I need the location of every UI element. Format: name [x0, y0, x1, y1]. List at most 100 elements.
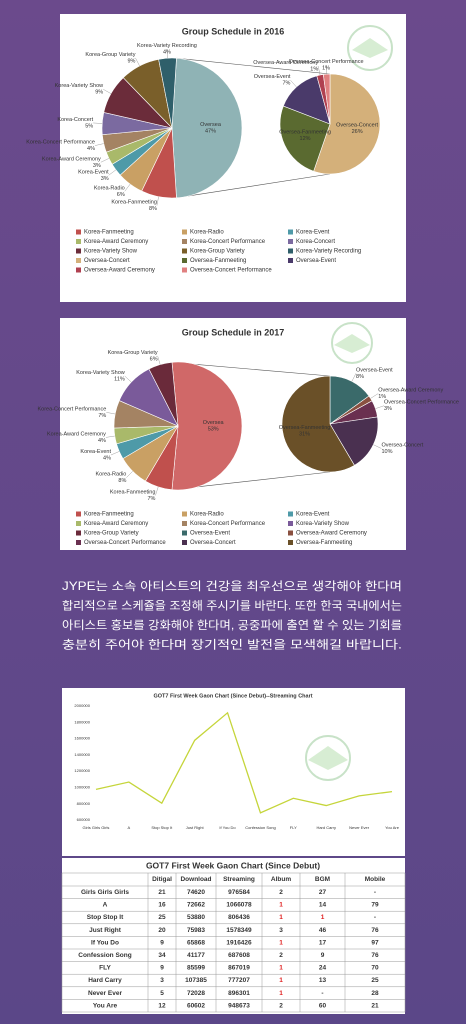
leader-line: [124, 375, 132, 383]
legend-swatch: [288, 530, 293, 536]
legend-swatch: [182, 511, 187, 517]
data-label: Oversea-Award Ceremony 1%: [253, 61, 318, 74]
x-tick-label: Hard Carry: [316, 825, 336, 830]
table-cell: 777207: [228, 977, 250, 984]
row-header: FLY: [99, 965, 111, 972]
label-value: 1%: [378, 395, 386, 401]
logo: [347, 25, 393, 71]
legend-swatch: [76, 229, 81, 235]
legend-swatch: [76, 521, 81, 526]
table-cell: 1: [279, 965, 283, 972]
data-label: Oversea-Fanmeeting 12%: [279, 130, 331, 143]
legend-label: Korea-Group Variety: [84, 531, 139, 537]
label-name: Oversea: [200, 122, 222, 128]
legend-label: Korea-Fanmeeting: [84, 230, 134, 236]
table-cell: 896301: [228, 990, 250, 997]
label-value: 4%: [103, 456, 111, 462]
table-card: [62, 858, 405, 1014]
pie-slice: [322, 73, 331, 125]
column-header: Album: [271, 876, 291, 883]
legend-label: Korea-Fanmeeting: [84, 512, 134, 518]
legend-label: Oversea-Award Ceremony: [296, 531, 367, 537]
table-cell: 72028: [187, 990, 205, 997]
data-label: Oversea-Fanmeeting 31%: [279, 425, 331, 438]
data-label: Oversea 53%: [203, 420, 225, 433]
legend-label: Oversea-Fanmeeting: [296, 540, 352, 546]
column-header: BGM: [315, 876, 330, 883]
leader-line: [166, 49, 168, 59]
table-cell: 24: [319, 965, 327, 972]
data-label: Korea-Group Variety 9%: [85, 52, 135, 65]
column-header: Download: [180, 876, 211, 883]
table-cell: 85599: [187, 965, 205, 972]
label-value: 9%: [95, 90, 103, 96]
label-name: Korea-Concert Performance: [26, 140, 95, 146]
leader-line: [351, 373, 357, 382]
y-tick-label: 1200000: [74, 768, 90, 773]
data-label: Oversea-Concert 26%: [336, 123, 378, 136]
data-label: Korea-Fanmeeting 7%: [110, 490, 156, 503]
y-tick-label: 1000000: [74, 784, 90, 789]
pie-slice: [329, 416, 379, 466]
label-name: Oversea-Event: [356, 368, 393, 374]
table-cell: 14: [319, 902, 327, 909]
label-value: 8%: [118, 479, 126, 485]
legend-swatch: [288, 540, 293, 545]
legend-swatch: [182, 239, 187, 244]
label-name: Korea-Concert Performance: [38, 407, 107, 413]
legend-swatch: [288, 239, 293, 244]
paragraph-line: 합리적으로 스케쥴을 조정해 주시기를 바란다. 또한 한국 국내에서는: [62, 600, 402, 613]
leader-line: [100, 158, 110, 163]
table-cell: 2: [279, 889, 283, 896]
legend-label: Oversea-Event: [190, 531, 230, 537]
legend-label: Korea-Award Ceremony: [84, 521, 148, 527]
x-tick-label: Stop Stop It: [151, 825, 173, 830]
label-value: 12%: [300, 137, 311, 143]
legend-swatch: [76, 540, 81, 545]
legend-swatch: [182, 521, 187, 526]
label-name: Korea-Radio: [94, 186, 125, 192]
label-value: 1%: [310, 67, 318, 73]
paragraph-line: JYPE는 소속 아티스트의 건강을 최우선으로 생각해야 한다며: [62, 580, 402, 593]
data-label: Korea-Concert Performance 4%: [26, 140, 95, 153]
table-cell: 65868: [187, 939, 205, 946]
row-header: A: [103, 902, 108, 909]
label-value: 3%: [384, 407, 392, 413]
legend-swatch: [182, 530, 187, 536]
data-label: Korea-Radio 8%: [95, 472, 126, 485]
legend-label: Korea-Award Ceremony: [84, 239, 148, 245]
data-label: Korea-Variety Show 11%: [76, 370, 125, 383]
pie-slice: [281, 375, 355, 473]
row-header: Just Right: [89, 927, 122, 934]
label-name: Oversea-Award Ceremony: [253, 61, 318, 67]
data-label: Korea-Group Variety 6%: [108, 350, 158, 363]
column-header: Mobile: [365, 876, 386, 883]
data-label: Korea-Variety Show 9%: [55, 84, 104, 97]
data-label: Korea-Fanmeeting 8%: [111, 200, 157, 213]
table-cell: 60: [319, 1002, 327, 1009]
table-cell: 687608: [228, 952, 250, 959]
table-cell: 21: [158, 889, 166, 896]
table-cell: 1: [279, 914, 283, 921]
legend-label: Oversea-Concert: [190, 540, 236, 546]
table-cell: 76: [371, 927, 379, 934]
label-value: 4%: [163, 50, 171, 56]
label-name: Korea-Concert: [57, 117, 93, 123]
legend-swatch: [76, 511, 81, 517]
label-name: Oversea-Concert: [381, 443, 423, 449]
table-cell: 72662: [187, 902, 205, 909]
table-cell: 17: [319, 939, 327, 946]
leader-line: [325, 65, 327, 75]
leader-line: [93, 122, 103, 124]
table-cell: 1066078: [226, 902, 252, 909]
label-value: 7%: [147, 496, 155, 502]
data-label: Korea-Event 4%: [80, 449, 111, 462]
x-tick-label: You Are: [385, 825, 400, 830]
data-label: Oversea-Event 7%: [254, 75, 291, 88]
table-cell: 3: [279, 927, 283, 934]
data-label: Korea-Concert Performance 7%: [38, 407, 107, 420]
legend-swatch: [288, 521, 293, 526]
legend-label: Oversea-Event: [296, 258, 336, 264]
table-cell: 5: [160, 990, 164, 997]
row-header: Girls Girls Girls: [81, 889, 129, 896]
